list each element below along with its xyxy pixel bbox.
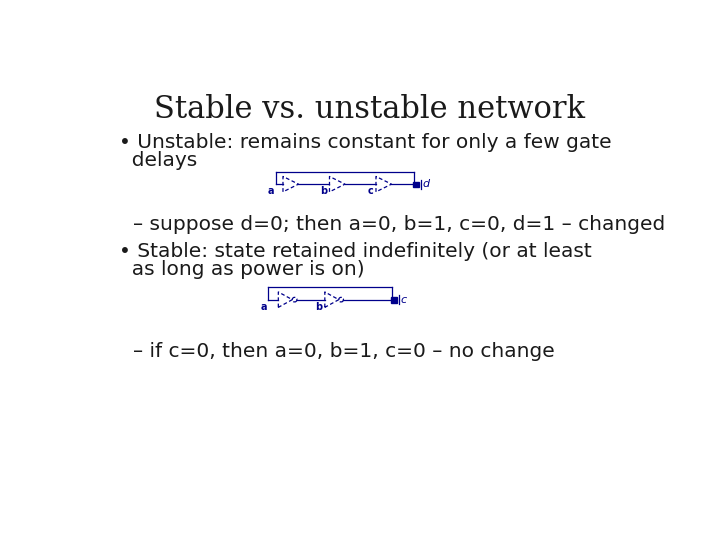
- Text: Stable vs. unstable network: Stable vs. unstable network: [153, 94, 585, 125]
- Text: a: a: [260, 302, 266, 312]
- Text: as long as power is on): as long as power is on): [120, 260, 365, 279]
- Text: – if c=0, then a=0, b=1, c=0 – no change: – if c=0, then a=0, b=1, c=0 – no change: [132, 342, 554, 361]
- Bar: [413, 182, 418, 187]
- Text: c: c: [368, 186, 374, 197]
- Text: delays: delays: [120, 151, 198, 170]
- Text: a: a: [268, 186, 274, 197]
- Text: b: b: [320, 186, 327, 197]
- Text: c: c: [401, 295, 407, 305]
- Bar: [392, 298, 397, 303]
- Text: • Unstable: remains constant for only a few gate: • Unstable: remains constant for only a …: [120, 132, 612, 152]
- Text: – suppose d=0; then a=0, b=1, c=0, d=1 – changed: – suppose d=0; then a=0, b=1, c=0, d=1 –…: [132, 215, 665, 234]
- Text: d: d: [423, 179, 430, 189]
- Text: b: b: [315, 302, 323, 312]
- Text: • Stable: state retained indefinitely (or at least: • Stable: state retained indefinitely (o…: [120, 242, 593, 261]
